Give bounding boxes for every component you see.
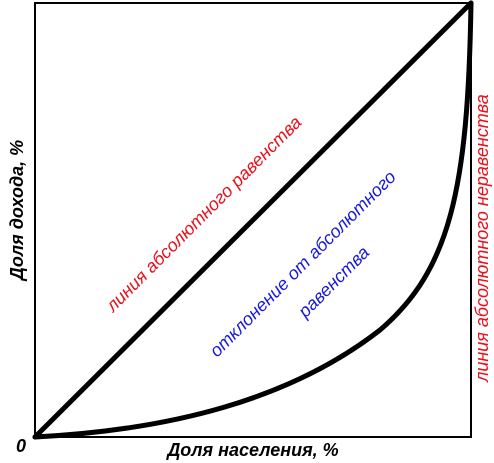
y-axis-label: Доля дохода, %: [7, 140, 27, 282]
equality-line: [32, 0, 474, 440]
plot-frame: [34, 2, 472, 438]
x-axis-label: Доля населения, %: [165, 440, 338, 460]
lorenz-curve: [32, 0, 474, 440]
origin-label: 0: [16, 436, 26, 456]
inequality-line-label: линия абсолютного неравенства: [472, 94, 492, 383]
